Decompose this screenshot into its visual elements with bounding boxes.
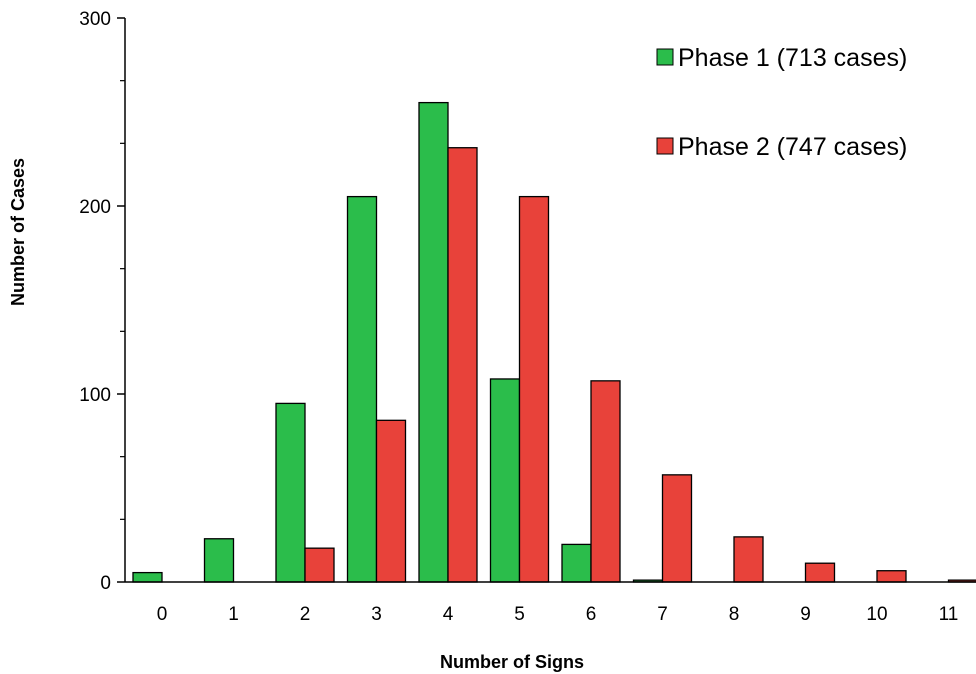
bar-series-1-cat-3 <box>346 195 378 583</box>
y-ticks: 0 100 200 300 <box>79 9 125 594</box>
bar-series-2-cat-10 <box>876 570 907 583</box>
x-tick-label: 0 <box>157 604 168 625</box>
axes-layer <box>124 18 976 583</box>
bar-series-2-cat-3 <box>375 419 407 583</box>
bar-series-2-cat-5 <box>518 195 550 583</box>
legend: Phase 1 (713 cases) Phase 2 (747 cases) <box>656 44 907 161</box>
x-ticks: 0 1 2 3 4 5 6 7 8 9 10 11 <box>157 604 959 625</box>
legend-swatch-series-2 <box>656 137 674 155</box>
bar-series-1-cat-6 <box>561 543 592 583</box>
x-tick-label: 9 <box>800 604 811 625</box>
bar-series-1-cat-4 <box>418 101 449 583</box>
bar-series-1-cat-5 <box>489 378 521 583</box>
legend-label-series-1: Phase 1 (713 cases) <box>678 44 907 72</box>
bar-series-2-cat-2 <box>304 547 335 583</box>
bar-series-2-cat-7 <box>661 474 693 583</box>
legend-swatch-series-1 <box>656 48 674 66</box>
x-tick-label: 11 <box>939 604 959 625</box>
x-tick-label: 1 <box>228 604 239 625</box>
bars-layer <box>132 101 976 583</box>
x-tick-label: 7 <box>657 604 668 625</box>
bar-series-2-cat-6 <box>590 380 621 583</box>
y-tick-label: 0 <box>100 573 111 594</box>
y-tick-label: 200 <box>79 197 111 218</box>
bar-series-2-cat-9 <box>804 562 836 583</box>
y-tick-label: 100 <box>79 385 111 406</box>
x-tick-label: 5 <box>514 604 525 625</box>
bar-series-2-cat-8 <box>733 536 764 583</box>
x-axis-title: Number of Signs <box>440 652 584 672</box>
bar-series-1-cat-1 <box>203 538 235 583</box>
x-tick-label: 2 <box>300 604 311 625</box>
bar-series-1-cat-0 <box>132 571 163 583</box>
bar-series-1-cat-2 <box>275 402 306 583</box>
x-tick-label: 8 <box>729 604 740 625</box>
x-tick-label: 6 <box>586 604 597 625</box>
y-tick-label: 300 <box>79 9 111 30</box>
y-axis-title: Number of Cases <box>8 158 28 306</box>
x-tick-label: 3 <box>371 604 382 625</box>
legend-label-series-2: Phase 2 (747 cases) <box>678 133 907 161</box>
x-tick-label: 10 <box>866 604 887 625</box>
x-tick-label: 4 <box>443 604 454 625</box>
bar-series-2-cat-4 <box>447 147 478 583</box>
